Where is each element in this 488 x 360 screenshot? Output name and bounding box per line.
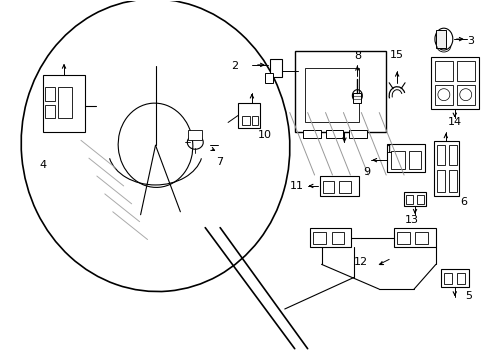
Bar [403, 192, 425, 206]
Bar [435, 30, 445, 48]
Text: 9: 9 [363, 167, 370, 177]
Bar [434, 85, 452, 105]
Bar [434, 61, 452, 81]
Text: 14: 14 [447, 117, 461, 127]
Bar [390, 151, 404, 169]
Bar [43, 75, 85, 132]
Text: 4: 4 [40, 160, 47, 170]
Text: 5: 5 [464, 291, 471, 301]
Text: 8: 8 [353, 51, 360, 61]
Bar [188, 130, 202, 140]
Bar [436, 170, 444, 192]
Bar [456, 273, 464, 284]
Bar [319, 176, 359, 196]
Bar [251, 116, 257, 125]
Bar [448, 145, 456, 165]
Bar [309, 228, 351, 247]
Text: 2: 2 [231, 61, 238, 71]
Bar [386, 144, 424, 172]
Bar [393, 228, 435, 247]
Bar [448, 170, 456, 192]
Bar [294, 51, 386, 132]
Text: 13: 13 [404, 215, 418, 225]
Text: 1: 1 [385, 145, 392, 155]
Text: 10: 10 [257, 130, 271, 140]
Bar [414, 231, 427, 244]
Bar [416, 195, 423, 204]
Bar [238, 103, 260, 129]
Bar [443, 273, 451, 284]
Text: 15: 15 [389, 50, 403, 60]
Text: 6: 6 [459, 197, 467, 207]
Bar [58, 87, 72, 118]
Bar [436, 145, 444, 165]
Bar [349, 130, 366, 138]
Bar [302, 130, 320, 138]
Bar [242, 116, 249, 125]
Text: 12: 12 [353, 257, 367, 267]
Bar [325, 130, 343, 138]
Bar [322, 181, 334, 193]
Bar [456, 85, 474, 105]
Bar [45, 87, 55, 100]
Bar [264, 73, 272, 83]
Bar [440, 269, 468, 287]
Text: 3: 3 [466, 36, 473, 46]
Bar [339, 181, 351, 193]
Bar [430, 57, 478, 109]
Bar [312, 231, 325, 244]
Text: 11: 11 [289, 181, 303, 191]
Bar [304, 68, 359, 122]
Bar [408, 151, 420, 169]
Bar [45, 105, 55, 118]
Bar [405, 195, 412, 204]
Bar [331, 231, 344, 244]
Bar [269, 59, 281, 77]
Bar [456, 61, 474, 81]
Bar [353, 93, 361, 103]
Bar [433, 141, 458, 196]
Text: 7: 7 [216, 157, 223, 167]
Bar [396, 231, 409, 244]
